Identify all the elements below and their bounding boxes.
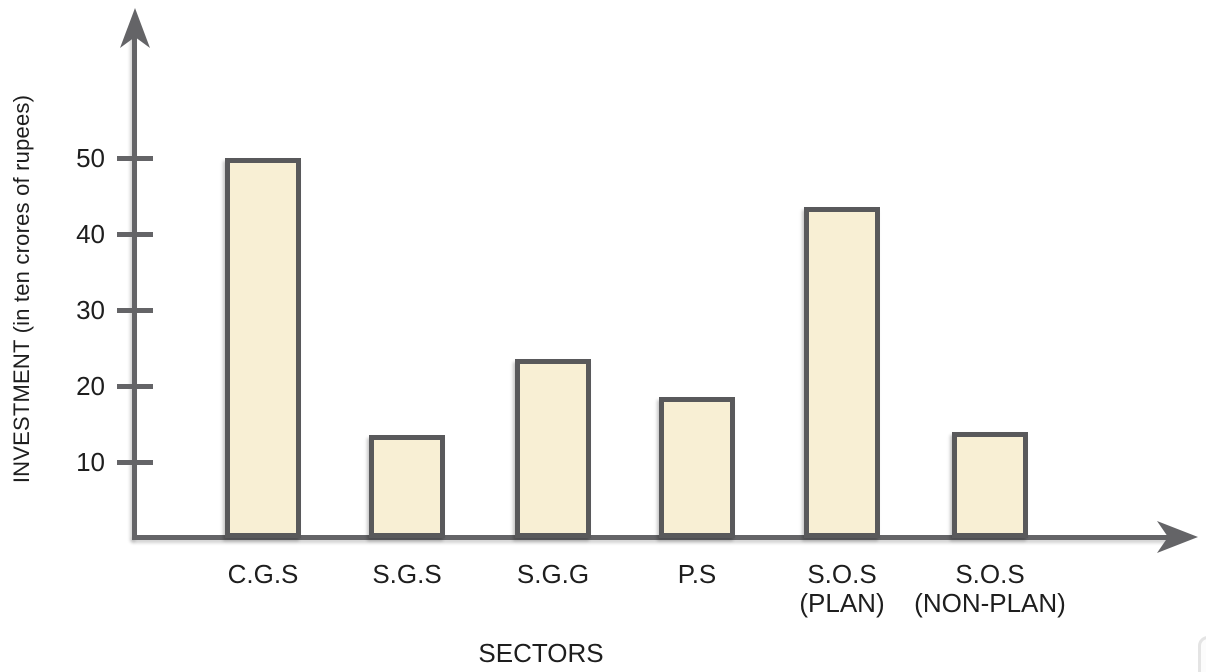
x-axis-arrow-icon — [1157, 521, 1198, 553]
y-tick-label: 40 — [76, 219, 105, 249]
y-tick-mark — [117, 383, 153, 389]
x-category-label: S.G.G — [516, 559, 590, 589]
bar — [515, 359, 591, 538]
x-axis-arrowhead — [1157, 521, 1198, 553]
y-tick-label: 10 — [76, 447, 105, 477]
x-category-label: P.S — [677, 559, 717, 589]
y-tick-mark — [117, 231, 153, 237]
y-tick-label: 30 — [76, 295, 105, 325]
y-axis-arrowhead — [120, 8, 150, 48]
x-axis-title: SECTORS — [478, 638, 604, 668]
bar — [804, 207, 880, 538]
y-tick-mark — [117, 307, 153, 313]
x-category-label: S.G.S — [372, 559, 442, 589]
x-axis-line — [132, 535, 1168, 540]
y-tick-mark — [117, 155, 153, 161]
x-category-label: S.O.S (PLAN) — [799, 559, 885, 618]
y-axis-line — [132, 34, 137, 540]
corner-card-edge — [1198, 636, 1206, 672]
bar — [369, 435, 445, 538]
y-tick-mark — [117, 459, 153, 465]
x-category-label: S.O.S (NON-PLAN) — [914, 559, 1066, 618]
y-tick-label: 20 — [76, 371, 105, 401]
x-category-label: C.G.S — [227, 559, 299, 589]
bar — [952, 432, 1028, 538]
bar — [659, 397, 735, 538]
y-axis-arrow-icon — [120, 8, 150, 48]
y-tick-label: 50 — [76, 143, 105, 173]
bar — [225, 158, 301, 538]
